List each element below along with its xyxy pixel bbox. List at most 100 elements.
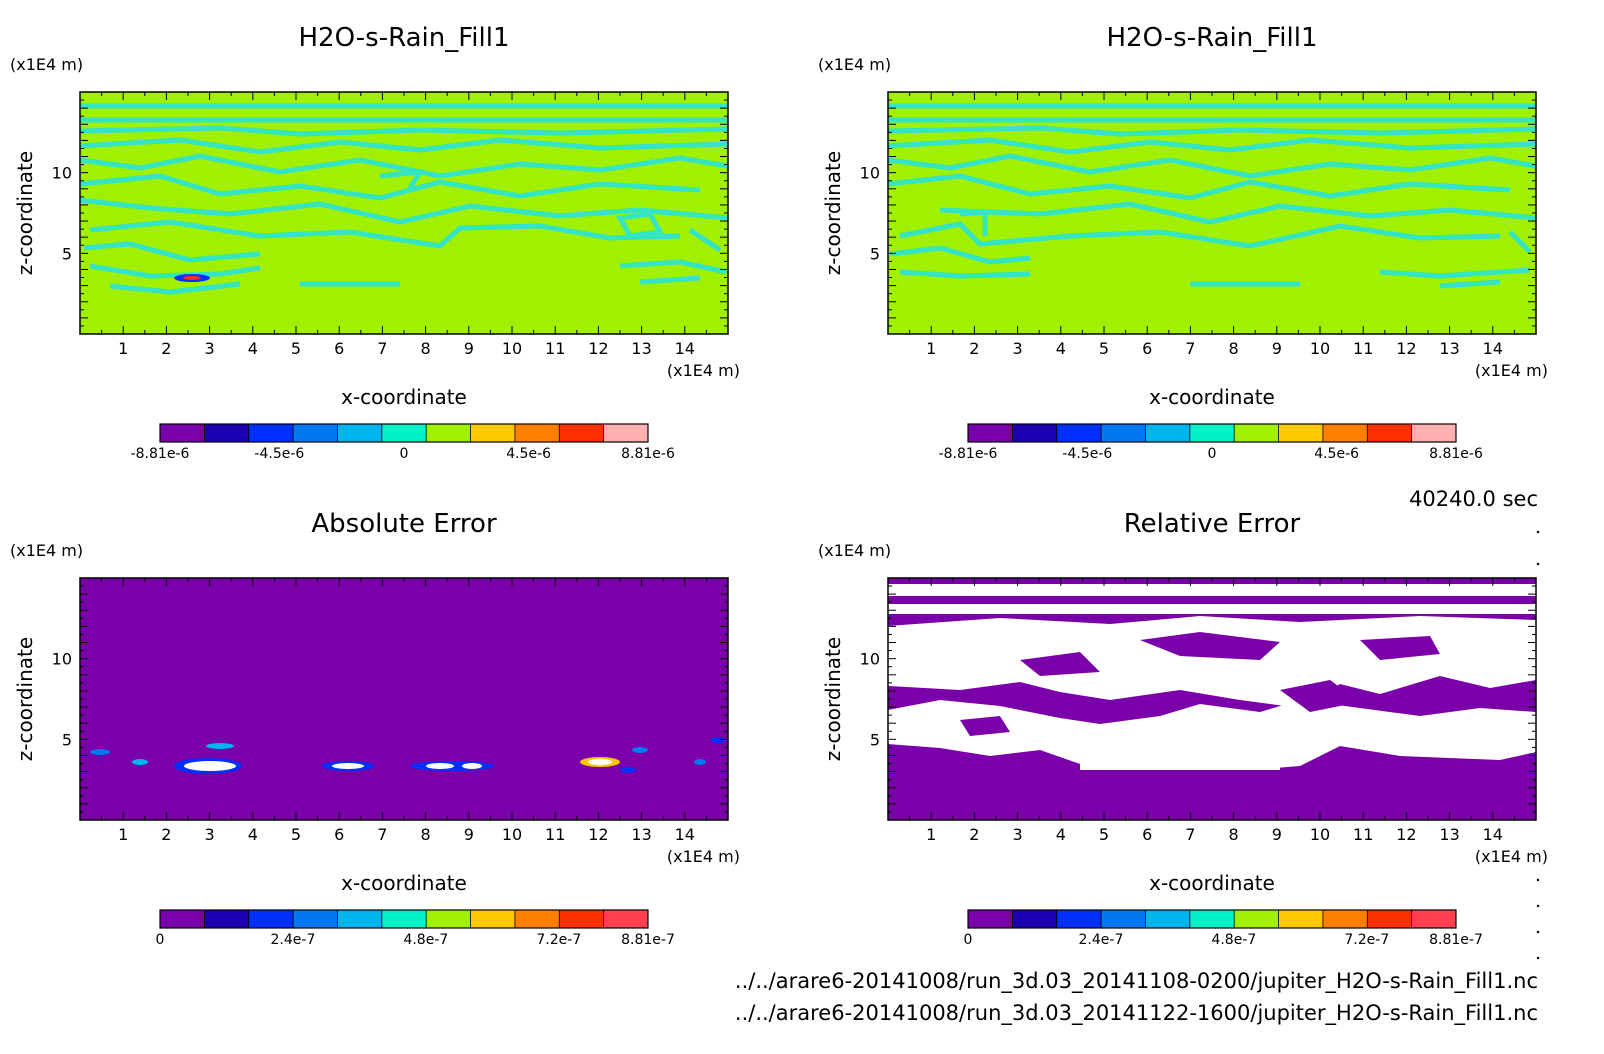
x-tick-label: 6 [1142, 825, 1152, 844]
x-unit-label: (x1E4 m) [1475, 361, 1548, 380]
y-tick-label: 5 [62, 244, 72, 263]
file-path-2: ../../arare6-20141008/run_3d.03_20141122… [735, 1001, 1538, 1026]
colorbar-cell [337, 424, 383, 442]
x-tick-label: 1 [118, 339, 128, 358]
colorbar-cell [603, 910, 649, 928]
x-tick-label: 13 [631, 825, 651, 844]
colorbar-cell [1322, 424, 1368, 442]
colorbar-tick-label: -4.5e-6 [1062, 446, 1112, 462]
x-unit-label: (x1E4 m) [1475, 847, 1548, 866]
colorbar-tick-label: 0 [1208, 446, 1217, 462]
x-tick-label: 3 [1013, 825, 1023, 844]
x-tick-label: 1 [118, 825, 128, 844]
y-tick-label: 10 [860, 164, 880, 183]
x-tick-label: 3 [205, 825, 215, 844]
colorbar-cell [968, 424, 1013, 442]
colorbar-tick-label: 0 [400, 446, 409, 462]
x-tick-label: 7 [377, 339, 387, 358]
x-axis-label: x-coordinate [341, 385, 467, 409]
colorbar-frame [967, 909, 1457, 929]
colorbar-tick-label: -8.81e-6 [131, 446, 190, 462]
x-tick-label: 4 [1056, 339, 1066, 358]
colorbar-cell [470, 424, 516, 442]
colorbar-cell [1145, 910, 1191, 928]
y-unit-label: (x1E4 m) [10, 55, 83, 74]
x-tick-label: 10 [502, 825, 522, 844]
edge-dots [1536, 530, 1540, 960]
x-tick-label: 9 [1272, 339, 1282, 358]
colorbar-tick-label: 8.81e-6 [621, 446, 675, 462]
x-tick-label: 14 [1483, 339, 1503, 358]
y-tick-label: 10 [52, 164, 72, 183]
x-tick-label: 2 [969, 339, 979, 358]
colorbar-cell [1189, 910, 1235, 928]
x-tick-label: 2 [161, 339, 171, 358]
x-tick-label: 1 [926, 825, 936, 844]
colorbar-cell [1411, 424, 1456, 442]
x-tick-label: 13 [631, 339, 651, 358]
y-unit-label: (x1E4 m) [10, 541, 83, 560]
colorbar-frame [159, 909, 649, 929]
chart-title: H2O-s-Rain_Fill1 [299, 23, 510, 53]
panel-1-extreme-blob [174, 274, 210, 282]
x-tick-label: 6 [334, 339, 344, 358]
panel-1-field [80, 92, 728, 334]
colorbar-tick-label: 2.4e-7 [1079, 932, 1124, 948]
colorbar-cell [248, 910, 294, 928]
colorbar-tick-label: 7.2e-7 [1344, 932, 1389, 948]
x-axis-label: x-coordinate [341, 871, 467, 895]
x-tick-label: 4 [248, 825, 258, 844]
x-tick-label: 10 [502, 339, 522, 358]
x-tick-label: 2 [969, 825, 979, 844]
colorbar: 0 2.4e-7 4.8e-7 7.2e-7 8.81e-7 [964, 909, 1483, 948]
colorbar-tick-label: 8.81e-7 [621, 932, 675, 948]
x-tick-label: 8 [421, 339, 431, 358]
colorbar-tick-label: 7.2e-7 [536, 932, 581, 948]
colorbar-cell [160, 424, 205, 442]
x-tick-label: 6 [1142, 339, 1152, 358]
x-tick-label: 10 [1310, 339, 1330, 358]
colorbar-tick-label: 4.8e-7 [1211, 932, 1256, 948]
colorbar-cell [1056, 424, 1102, 442]
colorbar-cell [1367, 424, 1413, 442]
colorbar-tick-label: 0 [964, 932, 973, 948]
x-tick-label: 6 [334, 825, 344, 844]
y-tick-label: 10 [52, 650, 72, 669]
colorbar-cell [1367, 910, 1413, 928]
x-tick-label: 9 [464, 825, 474, 844]
x-tick-label: 12 [588, 825, 608, 844]
colorbar-tick-label: 4.5e-6 [1314, 446, 1359, 462]
x-tick-label: 7 [1185, 825, 1195, 844]
panel-4-purple-islands [960, 632, 1440, 736]
colorbar: 0 2.4e-7 4.8e-7 7.2e-7 8.81e-7 [156, 909, 675, 948]
colorbar-cell [160, 910, 205, 928]
colorbar-cell [1234, 424, 1280, 442]
y-tick-label: 10 [860, 650, 880, 669]
panel-4-white-regions [888, 584, 1536, 770]
y-tick-label: 5 [62, 730, 72, 749]
colorbar-tick-label: 4.8e-7 [403, 932, 448, 948]
colorbar-cell [293, 424, 338, 442]
colorbar-frame [967, 423, 1457, 443]
x-tick-label: 11 [1353, 825, 1373, 844]
colorbar-cell [968, 910, 1013, 928]
x-tick-label: 5 [1099, 339, 1109, 358]
x-tick-label: 7 [1185, 339, 1195, 358]
x-tick-label: 8 [421, 825, 431, 844]
colorbar-cell [559, 910, 605, 928]
colorbar-cell [1012, 424, 1058, 442]
x-tick-label: 11 [545, 825, 565, 844]
colorbar-cell [1234, 910, 1280, 928]
x-unit-label: (x1E4 m) [667, 847, 740, 866]
panel-4-field [888, 578, 1536, 820]
x-tick-label: 7 [377, 825, 387, 844]
x-tick-label: 14 [675, 339, 695, 358]
x-tick-label: 12 [1396, 339, 1416, 358]
panel-3-background [80, 578, 728, 820]
colorbar: -8.81e-6 -4.5e-6 0 4.5e-6 8.81e-6 [131, 423, 675, 462]
panel-2-field [888, 92, 1536, 334]
colorbar-tick-label: 8.81e-7 [1429, 932, 1483, 948]
